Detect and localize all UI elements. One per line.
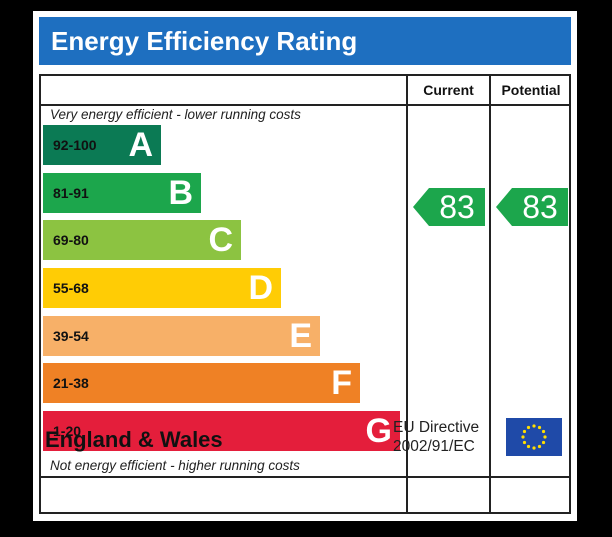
eu-star-icon — [532, 424, 536, 428]
potential-rating-arrow: 83 — [496, 188, 568, 226]
band-letter: G — [365, 412, 392, 450]
energy-rating-card: Energy Efficiency Rating Current Potenti… — [33, 11, 577, 521]
eu-star-icon — [537, 425, 542, 430]
region-label: England & Wales — [45, 427, 223, 452]
eu-star-icon — [537, 444, 542, 449]
eu-star-icon — [532, 446, 536, 450]
rating-grid: Current Potential Very energy efficient … — [39, 74, 571, 514]
current-rating-value: 83 — [439, 189, 475, 225]
rating-band-g: 1-20 G — [43, 411, 400, 451]
current-arrow-shape — [413, 188, 485, 226]
header-divider — [41, 104, 569, 106]
eu-directive: EU Directive 2002/91/EC — [393, 418, 479, 456]
eu-flag-icon — [506, 418, 562, 456]
directive-line-2: 2002/91/EC — [393, 438, 475, 455]
current-rating-arrow: 83 — [413, 188, 485, 226]
rating-band-c: 69-80 C — [43, 220, 241, 260]
top-note: Very energy efficient - lower running co… — [50, 107, 301, 122]
band-letter: C — [208, 221, 233, 259]
rating-band-b: 81-91 B — [43, 173, 201, 213]
current-column-header: Current — [423, 82, 474, 98]
rating-band-a: 92-100 A — [43, 125, 161, 165]
band-letter: B — [168, 174, 193, 212]
column-divider — [406, 76, 408, 512]
potential-column-header: Potential — [501, 82, 561, 98]
band-letter: A — [128, 126, 153, 164]
band-letter: F — [331, 364, 352, 402]
eu-star-icon — [541, 440, 546, 445]
band-range: 81-91 — [53, 185, 89, 201]
band-letter: E — [289, 317, 312, 355]
band-range: 92-100 — [53, 137, 97, 153]
band-letter: D — [248, 269, 273, 307]
rating-band-e: 39-54 E — [43, 316, 320, 356]
eu-star-icon — [522, 440, 527, 445]
potential-arrow-shape — [496, 188, 568, 226]
potential-rating-value: 83 — [522, 189, 558, 225]
page-title: Energy Efficiency Rating — [39, 17, 571, 65]
eu-star-icon — [526, 425, 531, 430]
rating-band-d: 55-68 D — [43, 268, 281, 308]
band-range: 55-68 — [53, 280, 89, 296]
eu-star-icon — [522, 429, 527, 434]
band-range: 39-54 — [53, 328, 89, 344]
eu-star-icon — [526, 444, 531, 449]
eu-star-icon — [521, 435, 525, 439]
band-range: 1-20 — [53, 423, 82, 439]
eu-star-icon — [541, 429, 546, 434]
column-divider — [489, 76, 491, 512]
footer-divider — [41, 476, 569, 478]
rating-band-f: 21-38 F — [43, 363, 360, 403]
eu-star-icon — [543, 435, 547, 439]
band-range: 69-80 — [53, 232, 89, 248]
directive-line-1: EU Directive — [393, 419, 480, 436]
bottom-note: Not energy efficient - higher running co… — [50, 458, 300, 473]
band-range: 21-38 — [53, 375, 89, 391]
